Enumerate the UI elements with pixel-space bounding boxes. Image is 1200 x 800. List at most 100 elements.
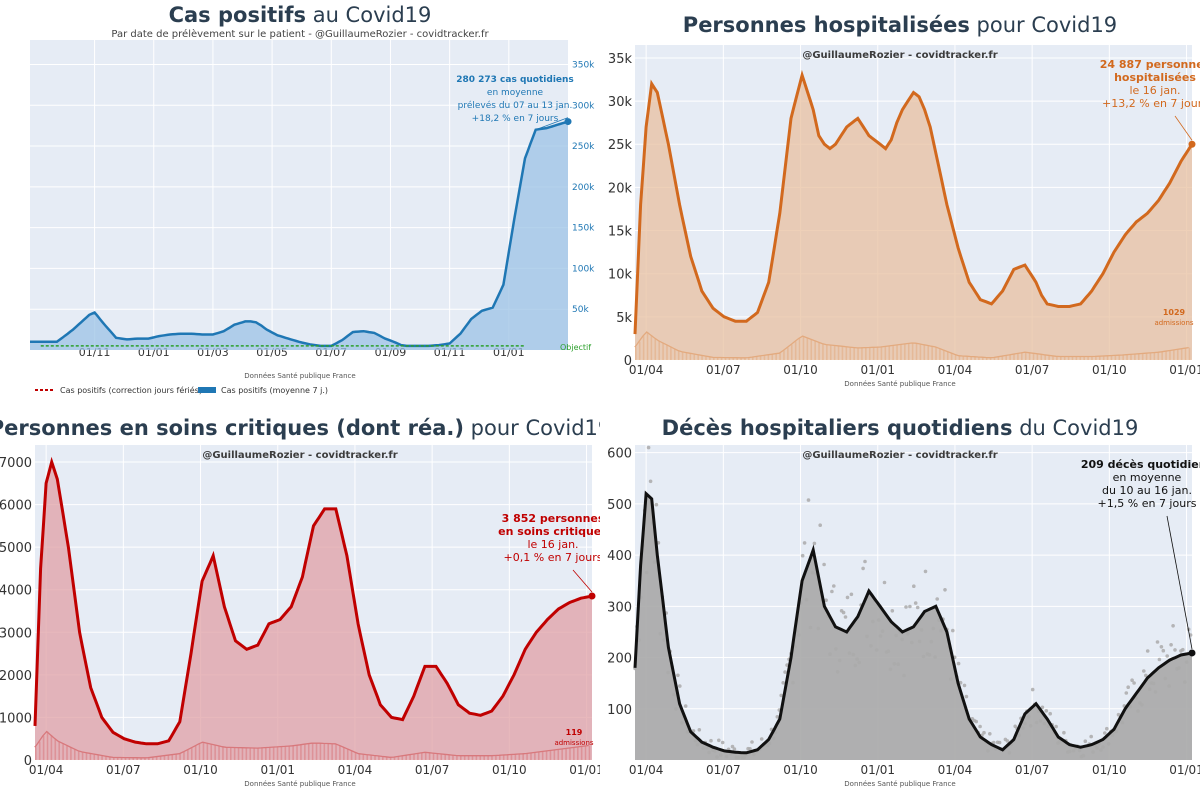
daily-death-point [1145,649,1150,653]
daily-death-point [695,742,700,747]
daily-death-point [705,746,709,750]
daily-death-point [1007,751,1012,755]
daily-death-point [835,670,840,674]
daily-death-point [1091,750,1095,754]
annotation-line: en moyenne [1113,471,1182,484]
y-tick-label: 20k [608,181,633,196]
annotation-line: prélevés du 07 au 13 jan. [458,100,573,111]
daily-death-point [1101,745,1105,749]
daily-death-point [1062,730,1066,735]
daily-death-point [1142,669,1146,673]
x-tick-label: 01/04 [938,363,973,377]
annotation-line: +13,2 % en 7 jours [1102,97,1200,110]
chart-credit: @GuillaumeRozier - covidtracker.fr [802,50,997,61]
daily-death-point [1151,681,1156,686]
daily-death-point [1140,703,1144,707]
annotation-line: +0,1 % en 7 jours [504,551,600,564]
daily-death-point [1077,748,1082,753]
annotation-line: hospitalisées [1114,71,1196,84]
daily-death-point [921,654,926,659]
daily-death-point [824,598,828,602]
daily-death-point [917,639,922,644]
daily-death-point [906,632,910,636]
y-tick-label: 25k [608,138,633,153]
y-tick-label: 3000 [0,626,32,641]
deaths-chart: Décès hospitaliers quotidiens du Covid19… [607,416,1200,788]
daily-death-point [1005,739,1010,743]
y-tick-label: 10k [608,268,633,283]
daily-death-point [1181,647,1185,652]
daily-death-point [822,562,826,567]
annotation-line: le 16 jan. [527,538,578,551]
annotation-leader [1174,115,1193,141]
daily-death-point [678,684,682,688]
daily-death-point [956,661,961,666]
daily-death-point [1157,657,1162,662]
daily-death-point [802,541,807,545]
chart-title: Personnes hospitalisées pour Covid19 [683,13,1117,37]
daily-death-point [857,660,861,665]
daily-death-point [676,673,680,678]
y-tick-label: 5000 [0,541,32,556]
y-tick-label: 15k [608,225,633,240]
y-tick-label: 0 [624,354,632,369]
daily-death-point [935,597,939,601]
legend-label-average: Cas positifs (moyenne 7 j.) [221,386,328,395]
daily-death-point [923,569,928,574]
daily-death-point [849,592,854,597]
daily-death-point [869,644,873,648]
daily-death-point [962,683,967,688]
hosp-panel: Personnes hospitalisées pour Covid19 0 5k… [600,0,1200,400]
annotation-leader [534,117,569,131]
daily-death-point [1163,676,1168,681]
daily-death-point [878,634,883,638]
y-tick-label: 200k [572,183,595,193]
daily-death-point [1083,739,1088,743]
daily-death-point [876,618,881,622]
y-tick-label: 35k [608,52,633,67]
daily-death-point [871,619,875,624]
annotation-line: 209 décès quotidiens [1081,458,1200,471]
daily-death-point [933,655,937,659]
daily-death-point [997,740,1002,745]
chart-source: Données Santé publique France [244,780,355,788]
daily-death-point [1171,624,1175,628]
x-tick-label: 01/01 [860,763,895,777]
y-tick-label: 5k [616,311,632,326]
daily-death-point [1110,733,1115,737]
chart-title: Personnes en soins critiques (dont réa.)… [0,416,600,440]
daily-death-point [775,715,780,719]
daily-death-point [1081,753,1086,758]
daily-death-point [865,634,869,639]
x-tick-label: 01/10 [1092,363,1127,377]
x-tick-label: 01/10 [783,363,818,377]
x-tick-label: 01/04 [938,763,973,777]
x-tick-label: 01/07 [415,763,450,777]
daily-death-point [697,728,702,732]
y-tick-label: 4000 [0,584,32,599]
daily-death-point [855,657,859,661]
daily-death-point [988,732,992,736]
daily-death-point [908,604,912,609]
daily-death-point [1128,704,1132,709]
daily-death-point [804,597,809,602]
daily-death-point [1027,715,1031,719]
last-value-dot [1188,140,1196,148]
annotation-line: en moyenne [487,88,544,98]
daily-death-point [644,570,649,575]
y-tick-label: 250k [572,142,595,152]
daily-death-point [654,502,659,507]
daily-death-point [797,633,801,637]
chart-source: Données Santé publique France [844,380,955,388]
y-tick-label: 150k [572,224,595,234]
daily-death-point [929,639,934,644]
hosp-chart: Personnes hospitalisées pour Covid19 0 5k… [608,13,1200,388]
daily-death-point [1161,648,1166,653]
daily-death-point [1183,680,1187,684]
daily-death-point [1130,678,1134,682]
daily-death-point [742,755,746,760]
x-tick-label: 01/01 [260,763,295,777]
daily-death-point [991,740,996,745]
daily-death-point [912,584,916,588]
daily-death-point [890,609,895,613]
